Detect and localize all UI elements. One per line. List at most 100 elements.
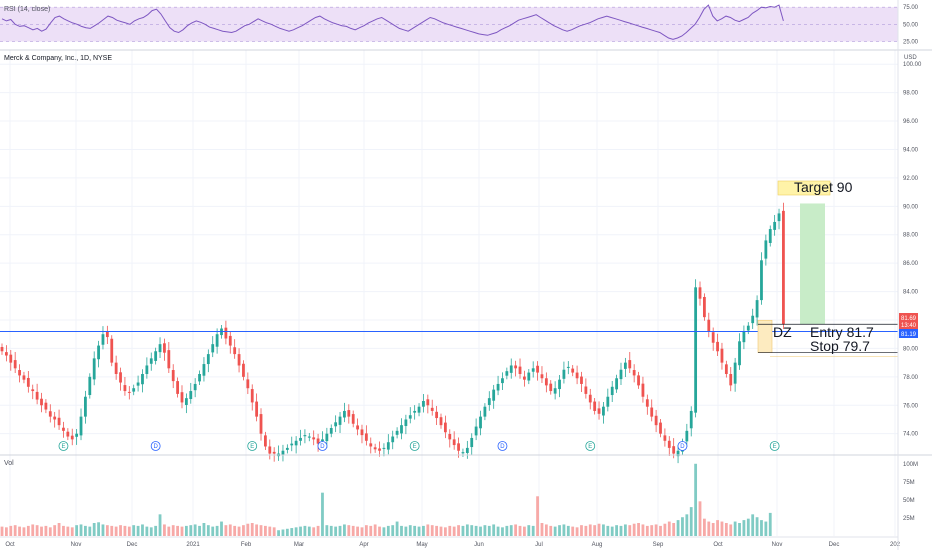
volume-bar[interactable] [264, 525, 267, 536]
volume-bar[interactable] [711, 523, 715, 536]
candle[interactable] [553, 381, 557, 400]
candle[interactable] [31, 384, 35, 400]
volume-bar[interactable] [452, 526, 456, 536]
volume-bar[interactable] [290, 528, 294, 536]
volume-bar[interactable] [689, 507, 693, 536]
volume-bar[interactable] [681, 517, 684, 536]
candle[interactable] [777, 208, 781, 230]
volume-bar[interactable] [84, 525, 87, 536]
volume-bar[interactable] [487, 525, 491, 536]
candle[interactable] [584, 378, 588, 399]
volume-bar[interactable] [496, 526, 500, 536]
candle[interactable] [171, 364, 175, 389]
volume-bar[interactable] [0, 526, 4, 536]
event-marker[interactable]: D [150, 441, 161, 451]
demand-zone-box[interactable] [757, 319, 773, 353]
candle[interactable] [470, 433, 474, 456]
volume-bar[interactable] [395, 521, 399, 536]
candle[interactable] [9, 349, 13, 371]
candle[interactable] [435, 405, 439, 426]
candle[interactable] [250, 384, 254, 411]
volume-bar[interactable] [606, 525, 610, 536]
candle[interactable] [285, 444, 289, 454]
event-marker[interactable]: E [409, 441, 420, 451]
volume-bar[interactable] [408, 525, 412, 536]
candle[interactable] [299, 429, 302, 446]
volume-bar[interactable] [9, 525, 13, 536]
volume-bar[interactable] [334, 526, 338, 536]
candle[interactable] [255, 393, 259, 422]
candle[interactable] [343, 402, 346, 423]
event-marker[interactable]: D [677, 441, 688, 451]
volume-bar[interactable] [105, 525, 109, 536]
volume-bar[interactable] [88, 526, 92, 536]
volume-bar[interactable] [22, 527, 26, 536]
volume-bar[interactable] [698, 501, 702, 536]
volume-bar[interactable] [382, 527, 386, 536]
candle[interactable] [62, 421, 65, 438]
volume-bar[interactable] [588, 524, 592, 536]
candle[interactable] [619, 362, 623, 385]
candle[interactable] [623, 357, 627, 377]
candle[interactable] [606, 388, 610, 412]
volume-bar[interactable] [694, 463, 698, 536]
volume-bar[interactable] [430, 525, 434, 536]
volume-bar[interactable] [461, 525, 465, 536]
candle[interactable] [57, 409, 61, 430]
volume-bar[interactable] [580, 525, 583, 536]
candle[interactable] [703, 293, 706, 321]
volume-bar[interactable] [479, 526, 482, 536]
volume-bar[interactable] [277, 530, 280, 536]
volume-bar[interactable] [360, 527, 364, 536]
volume-bar[interactable] [312, 527, 316, 536]
volume-bar[interactable] [110, 525, 114, 536]
volume-bar[interactable] [13, 525, 17, 536]
candle[interactable] [242, 360, 245, 381]
candle[interactable] [492, 384, 496, 409]
candle[interactable] [782, 202, 785, 329]
candle[interactable] [53, 411, 57, 428]
candle[interactable] [501, 372, 504, 391]
volume-bar[interactable] [211, 526, 215, 536]
candle[interactable] [479, 410, 482, 436]
candle[interactable] [448, 429, 452, 448]
volume-bar[interactable] [457, 525, 460, 536]
volume-bar[interactable] [465, 524, 469, 536]
candle[interactable] [457, 437, 460, 458]
volume-bar[interactable] [470, 525, 474, 536]
volume-bar[interactable] [79, 524, 83, 536]
volume-bar[interactable] [514, 524, 518, 536]
volume-bar[interactable] [632, 523, 636, 536]
candle[interactable] [694, 279, 698, 418]
volume-bar[interactable] [667, 521, 671, 536]
volume-bar[interactable] [602, 524, 605, 536]
volume-bar[interactable] [593, 525, 597, 536]
candle[interactable] [272, 447, 276, 462]
volume-bar[interactable] [343, 524, 346, 536]
volume-bar[interactable] [158, 514, 162, 536]
volume-bar[interactable] [149, 527, 153, 536]
volume-bar[interactable] [764, 521, 768, 536]
candle[interactable] [369, 437, 373, 454]
volume-bar[interactable] [623, 524, 627, 536]
volume-bar[interactable] [285, 528, 289, 536]
volume-bar[interactable] [351, 525, 355, 536]
candle[interactable] [716, 333, 719, 356]
volume-bar[interactable] [325, 525, 329, 536]
candle[interactable] [40, 392, 43, 413]
volume-bar[interactable] [171, 525, 175, 536]
candle[interactable] [773, 214, 777, 236]
volume-bar[interactable] [518, 525, 522, 536]
candle[interactable] [514, 360, 518, 377]
candle[interactable] [487, 391, 491, 411]
volume-bar[interactable] [189, 525, 193, 536]
candle[interactable] [145, 357, 149, 379]
volume-bar[interactable] [435, 525, 439, 536]
volume-bar[interactable] [97, 522, 100, 536]
volume-bar[interactable] [321, 492, 324, 536]
volume-bar[interactable] [566, 525, 570, 536]
candle[interactable] [351, 410, 355, 428]
candle[interactable] [659, 419, 662, 438]
volume-bar[interactable] [733, 521, 737, 536]
